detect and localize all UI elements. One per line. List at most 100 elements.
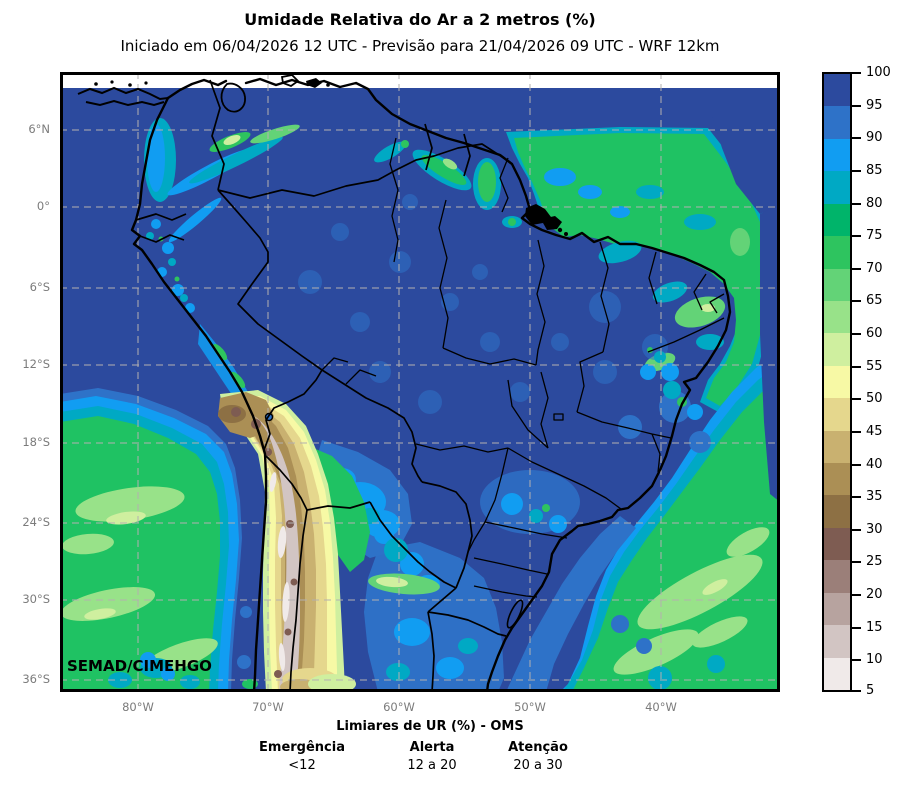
threshold-atencao-value: 20 a 30 — [513, 758, 563, 773]
colorbar-label-75: 75 — [866, 228, 883, 243]
colorbar-tick — [852, 627, 861, 629]
colorbar-tick — [852, 398, 861, 400]
top-right-dark-wedge — [712, 88, 780, 214]
lat-tick-0: 0° — [36, 199, 50, 213]
colorbar-label-35: 35 — [866, 489, 883, 504]
lat-tick-36s: 36°S — [22, 672, 50, 686]
se-interior-cluster — [480, 470, 580, 534]
threshold-alerta-value: 12 a 20 — [407, 758, 457, 773]
page-subtitle: Iniciado em 06/04/2026 12 UTC - Previsão… — [120, 37, 720, 55]
colorbar-tick — [852, 203, 861, 205]
colorbar: 100 95 90 85 80 75 70 65 60 55 50 45 40 … — [822, 65, 918, 698]
colorbar-label-30: 30 — [866, 522, 883, 537]
thresholds-heading: Limiares de UR (%) - OMS — [336, 719, 524, 734]
lat-tick-30s: 30°S — [22, 592, 50, 606]
colorbar-band — [824, 657, 850, 691]
colorbar-label-95: 95 — [866, 98, 883, 113]
colorbar-label-70: 70 — [866, 261, 883, 276]
map-plot-area — [60, 72, 780, 695]
colorbar-label-60: 60 — [866, 326, 883, 341]
colorbar-label-45: 45 — [866, 424, 883, 439]
colorbar-label-65: 65 — [866, 293, 883, 308]
andes-dry-zone — [218, 390, 412, 695]
colorbar-tick — [852, 496, 861, 498]
colorbar-band — [824, 171, 850, 204]
colorbar-band — [824, 495, 850, 528]
lat-tick-12s: 12°S — [22, 357, 50, 371]
colorbar-band — [824, 527, 850, 561]
colorbar-band — [824, 398, 850, 431]
colorbar-band — [824, 138, 850, 172]
colorbar-band — [824, 236, 850, 269]
lat-tick-18s: 18°S — [22, 435, 50, 449]
colorbar-band — [824, 365, 850, 399]
map-border-frame — [60, 72, 780, 692]
colorbar-band — [824, 74, 850, 107]
colorbar-tick — [852, 268, 861, 270]
colorbar-label-5: 5 — [866, 683, 875, 698]
guianas-humidity-streaks — [412, 149, 522, 228]
watermark-semad-cimehgo: SEMAD/CIMEHGO — [67, 657, 212, 675]
colorbar-label-100: 100 — [866, 65, 891, 80]
colorbar-label-20: 20 — [866, 587, 883, 602]
colorbar-band — [824, 203, 850, 237]
lat-tick-6n: 6°N — [28, 122, 50, 136]
right-edge-dark-strip — [760, 204, 780, 502]
humidity-contour-map — [60, 72, 780, 695]
threshold-emergencia-value: <12 — [288, 758, 316, 773]
graticule — [60, 72, 780, 692]
colorbar-tick — [852, 431, 861, 433]
coastline — [130, 77, 732, 694]
colorbar-band — [824, 268, 850, 301]
colorbar-band — [824, 592, 850, 626]
colorbar-label-85: 85 — [866, 163, 883, 178]
lon-tick-40w: 40°W — [645, 700, 677, 714]
colorbar-tick — [852, 561, 861, 563]
colorbar-label-80: 80 — [866, 196, 883, 211]
colorbar-tick — [852, 300, 861, 302]
colorbar-tick — [852, 366, 861, 368]
colorbar-label-40: 40 — [866, 457, 883, 472]
south-atlantic-humidity-field — [560, 350, 780, 692]
colorbar-tick — [852, 659, 861, 661]
north-atlantic-humidity-field — [506, 127, 770, 414]
threshold-atencao-label: Atenção — [508, 740, 568, 755]
pacific-humidity-field — [60, 388, 258, 692]
colorbar-band — [824, 430, 850, 464]
amazon-delta — [525, 204, 551, 225]
threshold-emergencia-label: Emergência — [259, 740, 345, 755]
colorbar-tick — [852, 333, 861, 335]
colorbar-label-55: 55 — [866, 359, 883, 374]
lat-tick-24s: 24°S — [22, 515, 50, 529]
colorbar-band — [824, 625, 850, 658]
colorbar-band — [824, 333, 850, 366]
domain-top-white-band — [60, 72, 780, 88]
colorbar-tick — [852, 72, 861, 74]
page-title: Umidade Relativa do Ar a 2 metros (%) — [244, 10, 596, 29]
lon-tick-80w: 80°W — [122, 700, 154, 714]
colorbar-band — [824, 560, 850, 593]
colorbar-label-25: 25 — [866, 554, 883, 569]
lagoa-dos-patos — [506, 599, 524, 629]
se-coastal-blue-band — [506, 516, 636, 692]
state-borders — [321, 137, 725, 598]
country-borders — [135, 79, 511, 693]
lat-tick-6s: 6°S — [29, 280, 50, 294]
lon-tick-70w: 70°W — [252, 700, 284, 714]
colorbar-label-90: 90 — [866, 130, 883, 145]
colorbar-band — [824, 106, 850, 139]
colorbar-label-50: 50 — [866, 391, 883, 406]
colorbar-tick — [852, 137, 861, 139]
colorbar-tick — [852, 235, 861, 237]
colorbar-tick — [852, 690, 861, 692]
colorbar-label-15: 15 — [866, 620, 883, 635]
lon-tick-50w: 50°W — [514, 700, 546, 714]
coastal-details — [77, 74, 568, 629]
colorbar-tick — [852, 529, 861, 531]
lake-maracaibo — [220, 82, 246, 113]
colorbar-bands — [822, 72, 852, 692]
colorbar-tick — [852, 594, 861, 596]
colorbar-tick — [852, 105, 861, 107]
lon-tick-60w: 60°W — [383, 700, 415, 714]
